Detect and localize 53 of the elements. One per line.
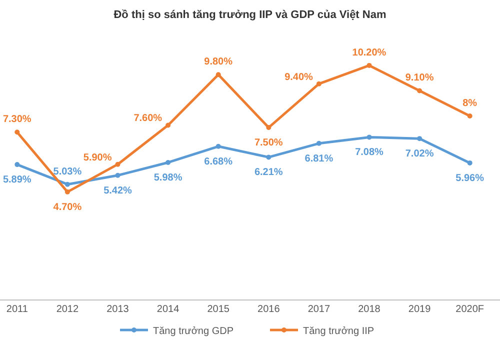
x-tick-label: 2011	[6, 304, 28, 315]
data-label: 5.98%	[154, 172, 182, 184]
data-label: 9.80%	[204, 56, 233, 68]
x-tick-label: 2015	[207, 304, 230, 315]
point	[64, 182, 70, 187]
point	[316, 140, 322, 146]
point	[166, 122, 171, 128]
point	[417, 88, 422, 94]
point	[467, 160, 472, 166]
data-label: 7.08%	[355, 147, 384, 158]
point	[417, 136, 422, 142]
x-tick-label: 2019	[408, 304, 432, 315]
data-label: 10.20%	[352, 47, 386, 58]
point	[115, 172, 120, 178]
data-label: 5.42%	[104, 185, 132, 196]
x-tick-label: 2016	[258, 304, 280, 315]
point	[115, 162, 120, 167]
data-label: 7.30%	[2, 114, 32, 126]
legend-label: Tăng trưởng GDP	[153, 326, 234, 337]
point	[216, 72, 221, 78]
point	[366, 134, 372, 140]
data-label: 6.81%	[304, 153, 334, 164]
x-tick-label: 2018	[358, 304, 381, 315]
data-label: 7.60%	[134, 113, 162, 124]
legend-label: Tăng trưởng IIP	[303, 326, 374, 337]
x-tick-label: 2020F	[456, 304, 484, 315]
data-label: 8%	[462, 98, 478, 110]
data-label: 4.70%	[53, 202, 82, 213]
x-tick-label: 2012	[56, 304, 80, 315]
data-label: 7.02%	[405, 148, 434, 160]
x-tick-label: 2013	[106, 304, 130, 315]
data-label: 5.96%	[456, 172, 484, 184]
data-label: 7.50%	[254, 138, 283, 149]
point	[266, 154, 272, 160]
point	[467, 114, 472, 119]
data-label: 5.03%	[53, 166, 82, 178]
point	[14, 162, 20, 168]
data-label: 9.40%	[284, 72, 314, 83]
data-label: 5.90%	[83, 152, 112, 164]
point	[14, 130, 20, 135]
point	[316, 81, 322, 86]
point	[64, 189, 70, 194]
x-tick-label: 2017	[308, 304, 331, 315]
point	[266, 125, 272, 130]
data-label: 5.89%	[2, 174, 32, 186]
point	[216, 144, 221, 149]
data-label: 6.68%	[204, 156, 233, 168]
point	[366, 62, 372, 68]
point	[166, 160, 171, 165]
x-tick-label: 2014	[156, 304, 180, 315]
chart-title: Đồ thị so sánh tăng trưởng IIP và GDP của Việt Nam	[114, 9, 386, 21]
data-label: 9.10%	[405, 72, 434, 84]
data-label: 6.21%	[254, 167, 283, 178]
